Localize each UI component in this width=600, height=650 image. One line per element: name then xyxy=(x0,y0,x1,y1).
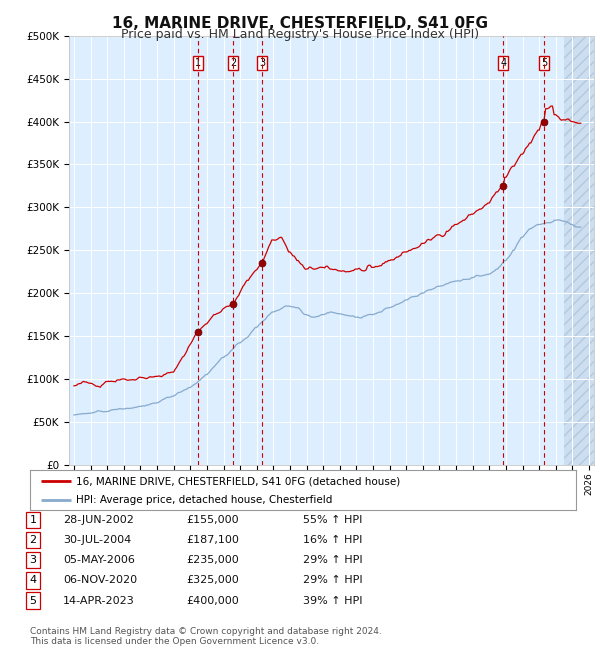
Text: 28-JUN-2002: 28-JUN-2002 xyxy=(63,515,134,525)
Text: 05-MAY-2006: 05-MAY-2006 xyxy=(63,555,135,566)
Text: 2: 2 xyxy=(230,58,236,68)
Text: £325,000: £325,000 xyxy=(186,575,239,586)
Text: £235,000: £235,000 xyxy=(186,555,239,566)
Text: 30-JUL-2004: 30-JUL-2004 xyxy=(63,535,131,545)
Text: 29% ↑ HPI: 29% ↑ HPI xyxy=(303,555,362,566)
Text: This data is licensed under the Open Government Licence v3.0.: This data is licensed under the Open Gov… xyxy=(30,637,319,646)
Text: Contains HM Land Registry data © Crown copyright and database right 2024.: Contains HM Land Registry data © Crown c… xyxy=(30,627,382,636)
Bar xyxy=(564,36,598,465)
Text: £187,100: £187,100 xyxy=(186,535,239,545)
Text: Price paid vs. HM Land Registry's House Price Index (HPI): Price paid vs. HM Land Registry's House … xyxy=(121,28,479,41)
Text: 4: 4 xyxy=(500,58,506,68)
Text: 14-APR-2023: 14-APR-2023 xyxy=(63,595,135,606)
Text: 39% ↑ HPI: 39% ↑ HPI xyxy=(303,595,362,606)
Text: 1: 1 xyxy=(29,515,37,525)
Text: 29% ↑ HPI: 29% ↑ HPI xyxy=(303,575,362,586)
Text: £400,000: £400,000 xyxy=(186,595,239,606)
Text: 3: 3 xyxy=(259,58,265,68)
Text: 2: 2 xyxy=(29,535,37,545)
Text: HPI: Average price, detached house, Chesterfield: HPI: Average price, detached house, Ches… xyxy=(76,495,333,505)
Text: £155,000: £155,000 xyxy=(186,515,239,525)
Text: 06-NOV-2020: 06-NOV-2020 xyxy=(63,575,137,586)
Text: 16% ↑ HPI: 16% ↑ HPI xyxy=(303,535,362,545)
Text: 3: 3 xyxy=(29,555,37,566)
Text: 5: 5 xyxy=(541,58,547,68)
Text: 1: 1 xyxy=(196,58,202,68)
Text: 55% ↑ HPI: 55% ↑ HPI xyxy=(303,515,362,525)
Text: 5: 5 xyxy=(29,595,37,606)
Text: 4: 4 xyxy=(29,575,37,586)
Text: 16, MARINE DRIVE, CHESTERFIELD, S41 0FG (detached house): 16, MARINE DRIVE, CHESTERFIELD, S41 0FG … xyxy=(76,476,401,486)
Text: 16, MARINE DRIVE, CHESTERFIELD, S41 0FG: 16, MARINE DRIVE, CHESTERFIELD, S41 0FG xyxy=(112,16,488,31)
